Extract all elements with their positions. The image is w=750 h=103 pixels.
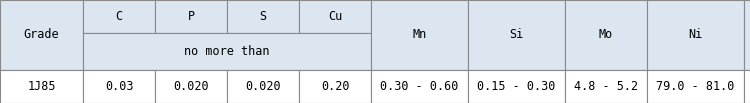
Bar: [0, 70, 83, 103]
Bar: [371, 0, 468, 70]
Bar: [468, 0, 565, 70]
Text: P: P: [188, 10, 194, 23]
Bar: [83, 33, 371, 70]
Bar: [83, 0, 155, 33]
Text: 0.20: 0.20: [321, 80, 350, 93]
Bar: [83, 70, 155, 103]
Bar: [299, 70, 371, 103]
Text: 0.020: 0.020: [245, 80, 280, 93]
Bar: [647, 70, 744, 103]
Text: Grade: Grade: [24, 29, 59, 42]
Text: S: S: [260, 10, 266, 23]
Text: 0.020: 0.020: [173, 80, 208, 93]
Bar: [565, 70, 647, 103]
Text: Cu: Cu: [328, 10, 342, 23]
Text: 0.30 - 0.60: 0.30 - 0.60: [380, 80, 459, 93]
Text: 79.0 - 81.0: 79.0 - 81.0: [656, 80, 735, 93]
Text: 0.03: 0.03: [105, 80, 134, 93]
Text: no more than: no more than: [184, 45, 270, 58]
Text: Mo: Mo: [598, 29, 613, 42]
Text: 0.15 - 0.30: 0.15 - 0.30: [477, 80, 556, 93]
Text: Ni: Ni: [688, 29, 703, 42]
Text: 1J85: 1J85: [27, 80, 56, 93]
Text: 4.8 - 5.2: 4.8 - 5.2: [574, 80, 638, 93]
Text: Si: Si: [509, 29, 524, 42]
Text: C: C: [116, 10, 122, 23]
Bar: [744, 0, 750, 70]
Bar: [227, 0, 299, 33]
Bar: [647, 0, 744, 70]
Bar: [744, 70, 750, 103]
Text: Mn: Mn: [413, 29, 427, 42]
Bar: [0, 0, 83, 70]
Bar: [565, 0, 647, 70]
Bar: [371, 70, 468, 103]
Bar: [468, 70, 565, 103]
Bar: [227, 70, 299, 103]
Bar: [299, 0, 371, 33]
Bar: [155, 0, 227, 33]
Bar: [155, 70, 227, 103]
